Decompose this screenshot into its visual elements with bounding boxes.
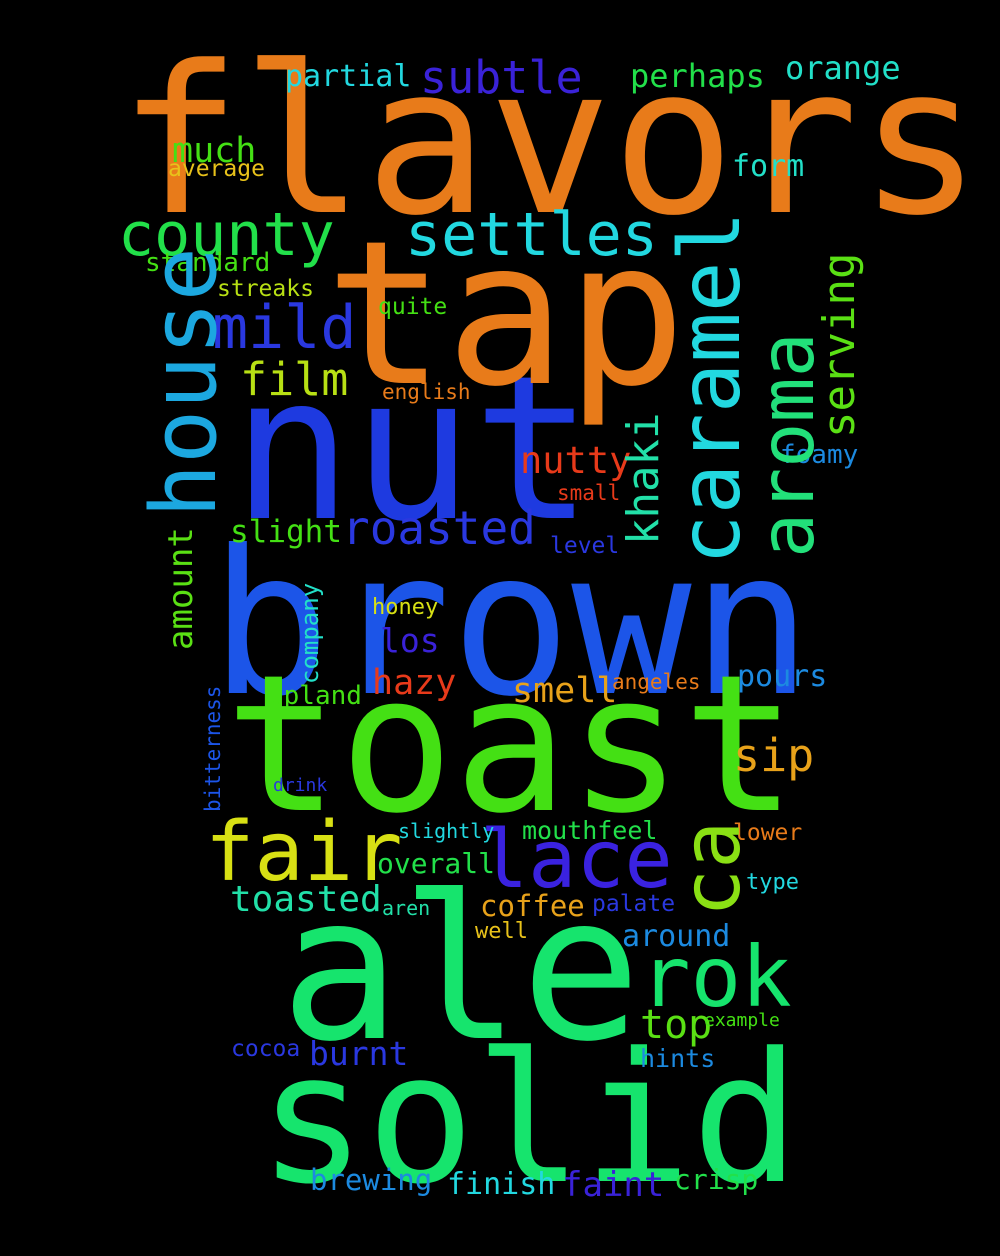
word-smell: smell xyxy=(512,671,618,711)
word-much: much xyxy=(172,131,257,171)
word-aren: aren xyxy=(382,896,431,920)
word-settles: settles xyxy=(405,200,658,270)
word-partial: partial xyxy=(285,59,412,94)
word-foamy: foamy xyxy=(780,440,859,470)
word-ale: ale xyxy=(280,853,642,1086)
word-angeles: angeles xyxy=(612,670,701,694)
word-caramel: caramel xyxy=(661,210,759,565)
word-fair: fair xyxy=(205,805,403,900)
word-drink: drink xyxy=(273,775,328,796)
word-house: house xyxy=(132,247,237,518)
word-brown: brown xyxy=(210,508,813,741)
word-subtle: subtle xyxy=(420,51,583,104)
word-lower: lower xyxy=(733,820,803,846)
word-palate: palate xyxy=(592,891,676,917)
word-finish: finish xyxy=(447,1167,556,1202)
word-well: well xyxy=(475,919,528,944)
word-streaks: streaks xyxy=(217,276,314,302)
word-hints: hints xyxy=(640,1044,716,1073)
word-toast: toast xyxy=(225,634,797,855)
word-ca: ca xyxy=(665,820,758,917)
word-average: average xyxy=(168,156,265,182)
word-lace: lace xyxy=(480,813,673,906)
word-around: around xyxy=(622,919,731,954)
word-flavors: flavors xyxy=(118,23,982,261)
word-type: type xyxy=(746,870,799,895)
word-faint: faint xyxy=(562,1165,665,1205)
word-rok: rok xyxy=(640,928,792,1026)
word-bitterness: bitterness xyxy=(201,685,225,812)
word-perhaps: perhaps xyxy=(630,57,765,95)
word-tap: tap xyxy=(325,198,687,431)
word-khaki: khaki xyxy=(618,412,669,545)
word-los: los xyxy=(380,621,440,660)
word-burnt: burnt xyxy=(309,1034,409,1073)
word-small: small xyxy=(557,481,621,505)
word-serving: serving xyxy=(814,252,865,438)
word-brewing: brewing xyxy=(310,1163,433,1197)
word-english: english xyxy=(382,380,471,404)
word-standard: standard xyxy=(145,248,271,278)
word-level: level xyxy=(550,533,620,559)
word-coffee: coffee xyxy=(480,889,585,923)
word-nutty: nutty xyxy=(520,439,632,482)
word-orange: orange xyxy=(785,49,901,87)
word-upland: upland xyxy=(268,681,362,711)
word-overall: overall xyxy=(377,847,496,880)
word-nut: nut xyxy=(232,333,594,566)
word-top: top xyxy=(640,1002,713,1048)
word-company: company xyxy=(296,582,324,684)
word-cocoa: cocoa xyxy=(231,1036,301,1062)
word-sip: sip xyxy=(733,729,815,782)
word-mouthfeel: mouthfeel xyxy=(522,816,658,845)
word-hazy: hazy xyxy=(372,663,457,703)
word-crisp: crisp xyxy=(674,1163,759,1196)
word-slight: slight xyxy=(230,514,342,550)
word-solid: solid xyxy=(258,1015,800,1224)
word-mild: mild xyxy=(212,293,357,363)
word-county: county xyxy=(118,200,335,270)
word-film: film xyxy=(240,353,349,406)
word-form: form xyxy=(732,149,805,184)
word-honey: honey xyxy=(372,595,439,620)
word-toasted: toasted xyxy=(230,879,382,920)
word-pours: pours xyxy=(737,659,828,694)
word-roasted: roasted xyxy=(342,501,536,555)
word-example: example xyxy=(704,1010,780,1031)
word-quite: quite xyxy=(378,294,448,320)
word-amount: amount xyxy=(161,527,201,650)
word-slightly: slightly xyxy=(398,819,495,843)
